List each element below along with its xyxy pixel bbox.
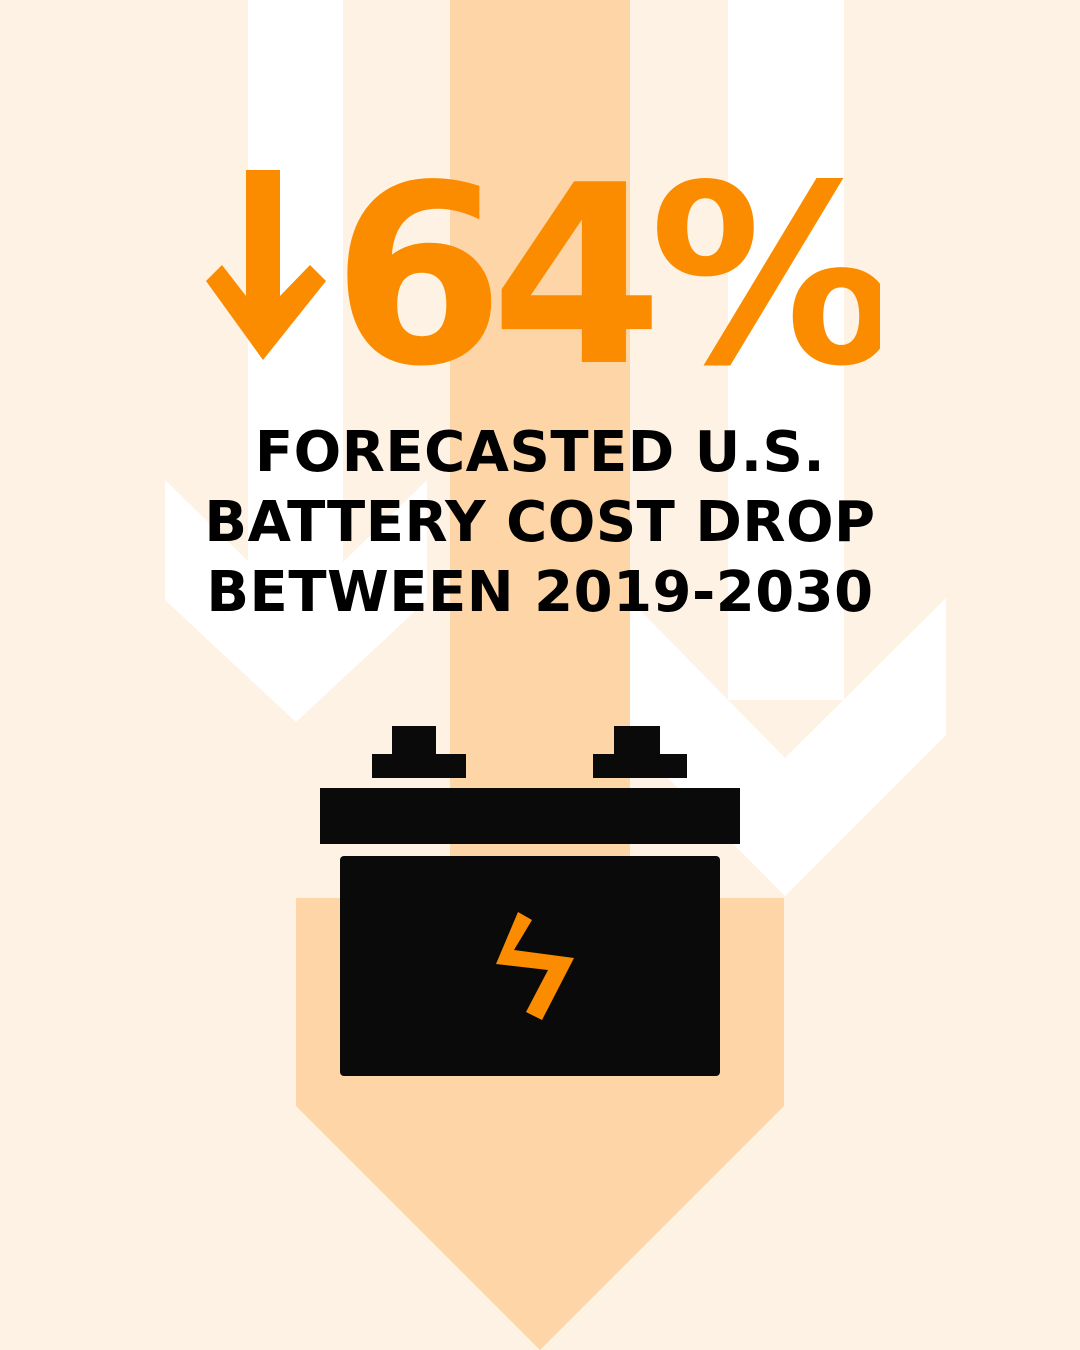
- arrow-down-icon: [206, 170, 326, 360]
- caption-line: BATTERY COST DROP: [204, 490, 876, 555]
- lightning-bolt-icon: [496, 912, 574, 1020]
- caption: FORECASTED U.S. BATTERY COST DROP BETWEE…: [140, 418, 940, 628]
- battery-terminal-left: [372, 726, 466, 778]
- battery-terminal-right: [593, 726, 687, 778]
- center-peach-stripe: [450, 0, 630, 900]
- headline-stat: 64%: [206, 150, 880, 380]
- stat-value: 64%: [332, 150, 880, 380]
- caption-line: FORECASTED U.S.: [254, 420, 826, 485]
- caption-line: BETWEEN 2019-2030: [206, 560, 874, 625]
- right-white-stripe: [728, 0, 844, 700]
- battery-icon: [320, 726, 740, 1076]
- right-white-chevron: [630, 598, 946, 896]
- left-white-chevron: [165, 480, 427, 722]
- battery-lid: [320, 788, 740, 844]
